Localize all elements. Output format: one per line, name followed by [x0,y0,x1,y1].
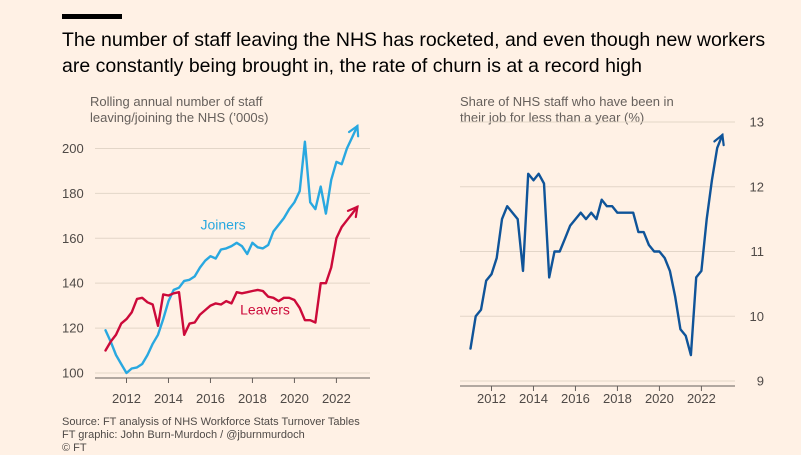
copyright-note: © FT [62,442,87,454]
x-tick-label: 2016 [196,391,225,406]
source-note: Source: FT analysis of NHS Workforce Sta… [62,416,360,428]
leavers-label: Leavers [240,302,290,318]
joiners-arrowhead [347,123,360,138]
x-tick-label: 2016 [561,391,590,406]
joiners-series-line [104,124,359,375]
y-tick-label: 10 [750,309,764,324]
title-accent-bar [62,14,122,19]
x-tick-label: 2022 [687,391,716,406]
x-tick-label: 2012 [112,391,141,406]
y-tick-label: 160 [62,231,84,246]
leavers-series-line [104,205,359,352]
share-under-a-year-arrowhead [713,132,725,147]
x-tick-label: 2018 [238,391,267,406]
y-tick-label: 180 [62,186,84,201]
footer: Source: FT analysis of NHS Workforce Sta… [62,416,360,455]
y-tick-label: 12 [750,179,764,194]
panel-subtitle-line: their job for less than a year (%) [460,110,644,125]
x-tick-label: 2022 [322,391,351,406]
leavers-arrowhead [346,205,359,219]
x-tick-label: 2020 [645,391,674,406]
panel-subtitle-line: Rolling annual number of staff [90,94,263,109]
x-tick-label: 2014 [519,391,548,406]
y-tick-label: 120 [62,321,84,336]
x-tick-label: 2020 [280,391,309,406]
x-tick-label: 2014 [154,391,183,406]
credit-note: FT graphic: John Burn-Murdoch / @jburnmu… [62,429,305,441]
y-tick-label: 9 [757,374,764,389]
left-panel: Rolling annual number of staffleaving/jo… [62,94,370,406]
y-tick-label: 11 [751,244,765,259]
y-tick-label: 100 [62,366,84,381]
x-tick-label: 2018 [603,391,632,406]
chart-title: The number of staff leaving the NHS has … [62,29,766,77]
panel-subtitle-line: Share of NHS staff who have been in [460,94,674,109]
right-panel: Share of NHS staff who have been intheir… [460,94,764,406]
panel-subtitle-line: leaving/joining the NHS (’000s) [90,110,268,125]
share-under-a-year-series-line [469,133,724,357]
y-tick-label: 140 [62,276,84,291]
y-tick-label: 13 [750,115,764,130]
joiners-label: Joiners [200,216,245,232]
y-tick-label: 200 [62,141,84,156]
x-tick-label: 2012 [477,391,506,406]
